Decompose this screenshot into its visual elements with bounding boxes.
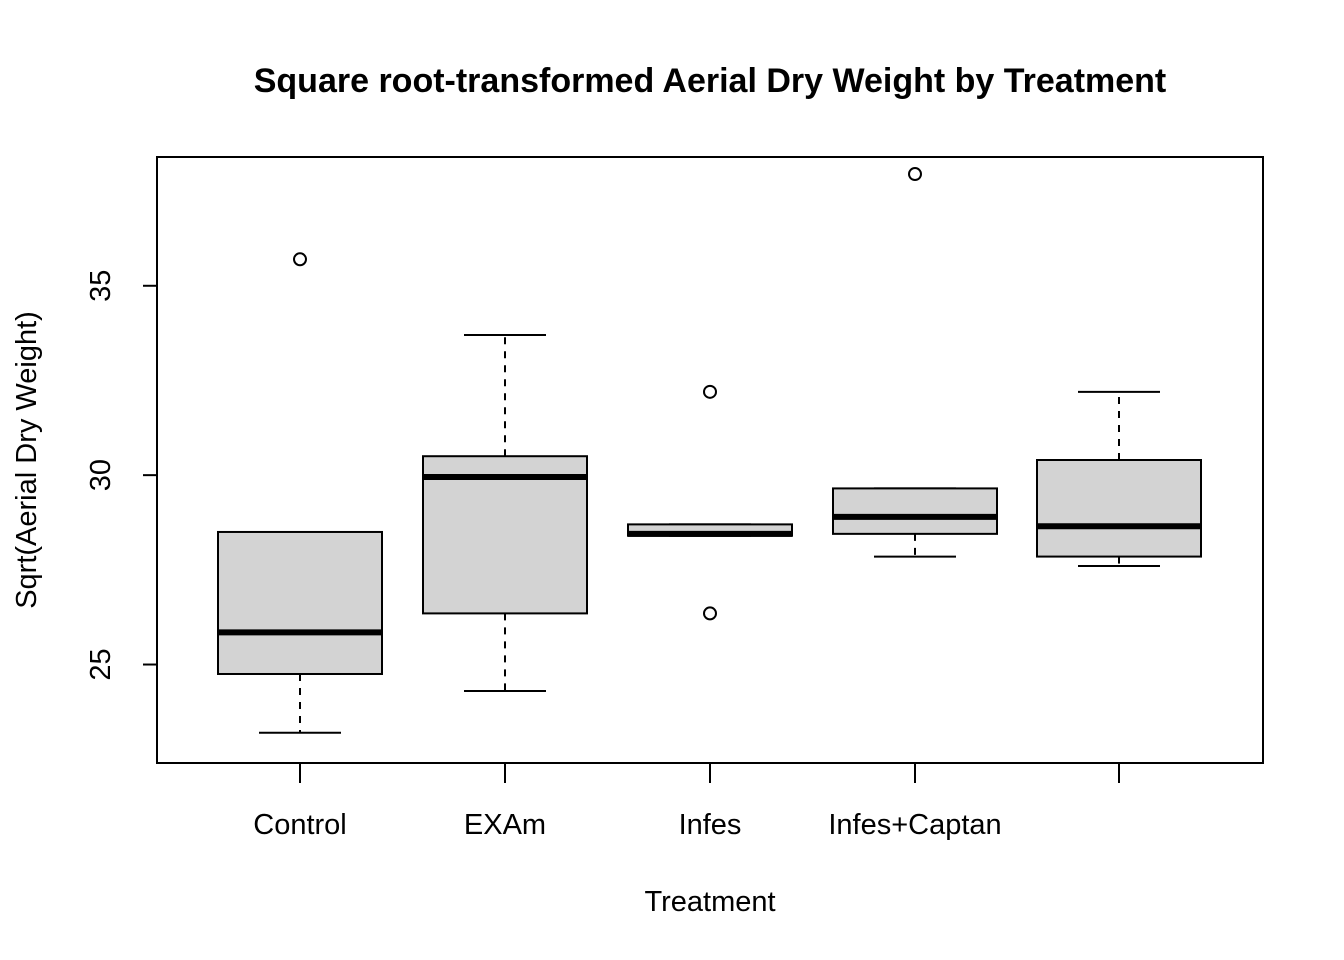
box-iqr	[217, 530, 383, 675]
box-iqr	[832, 487, 998, 535]
x-axis-label: Treatment	[644, 886, 775, 918]
box-group	[832, 167, 998, 558]
y-tick-label: 25	[85, 648, 117, 680]
y-tick-label: 30	[85, 459, 117, 491]
outlier-point	[293, 252, 307, 267]
x-tick-label: EXAm	[464, 809, 546, 841]
box-group	[1036, 390, 1202, 568]
x-axis: Control EXAm Infes Infes+Captan	[253, 763, 1120, 841]
y-axis-label: Sqrt(Aerial Dry Weight)	[11, 311, 43, 609]
outlier-point	[703, 606, 717, 621]
y-axis: 25 30 35	[85, 270, 157, 681]
x-tick-label: Infes	[679, 809, 742, 841]
boxes-group	[217, 167, 1202, 734]
y-tick-label: 35	[85, 270, 117, 302]
box-group	[627, 384, 793, 621]
x-tick-label: Infes+Captan	[828, 809, 1001, 841]
box-iqr	[1036, 459, 1202, 558]
x-tick-label: Control	[253, 809, 347, 841]
outlier-point	[908, 167, 922, 182]
outlier-point	[703, 384, 717, 399]
box-iqr	[422, 455, 588, 615]
box-group	[217, 252, 383, 734]
box-group	[422, 334, 588, 693]
chart-title: Square root-transformed Aerial Dry Weigh…	[254, 62, 1167, 100]
